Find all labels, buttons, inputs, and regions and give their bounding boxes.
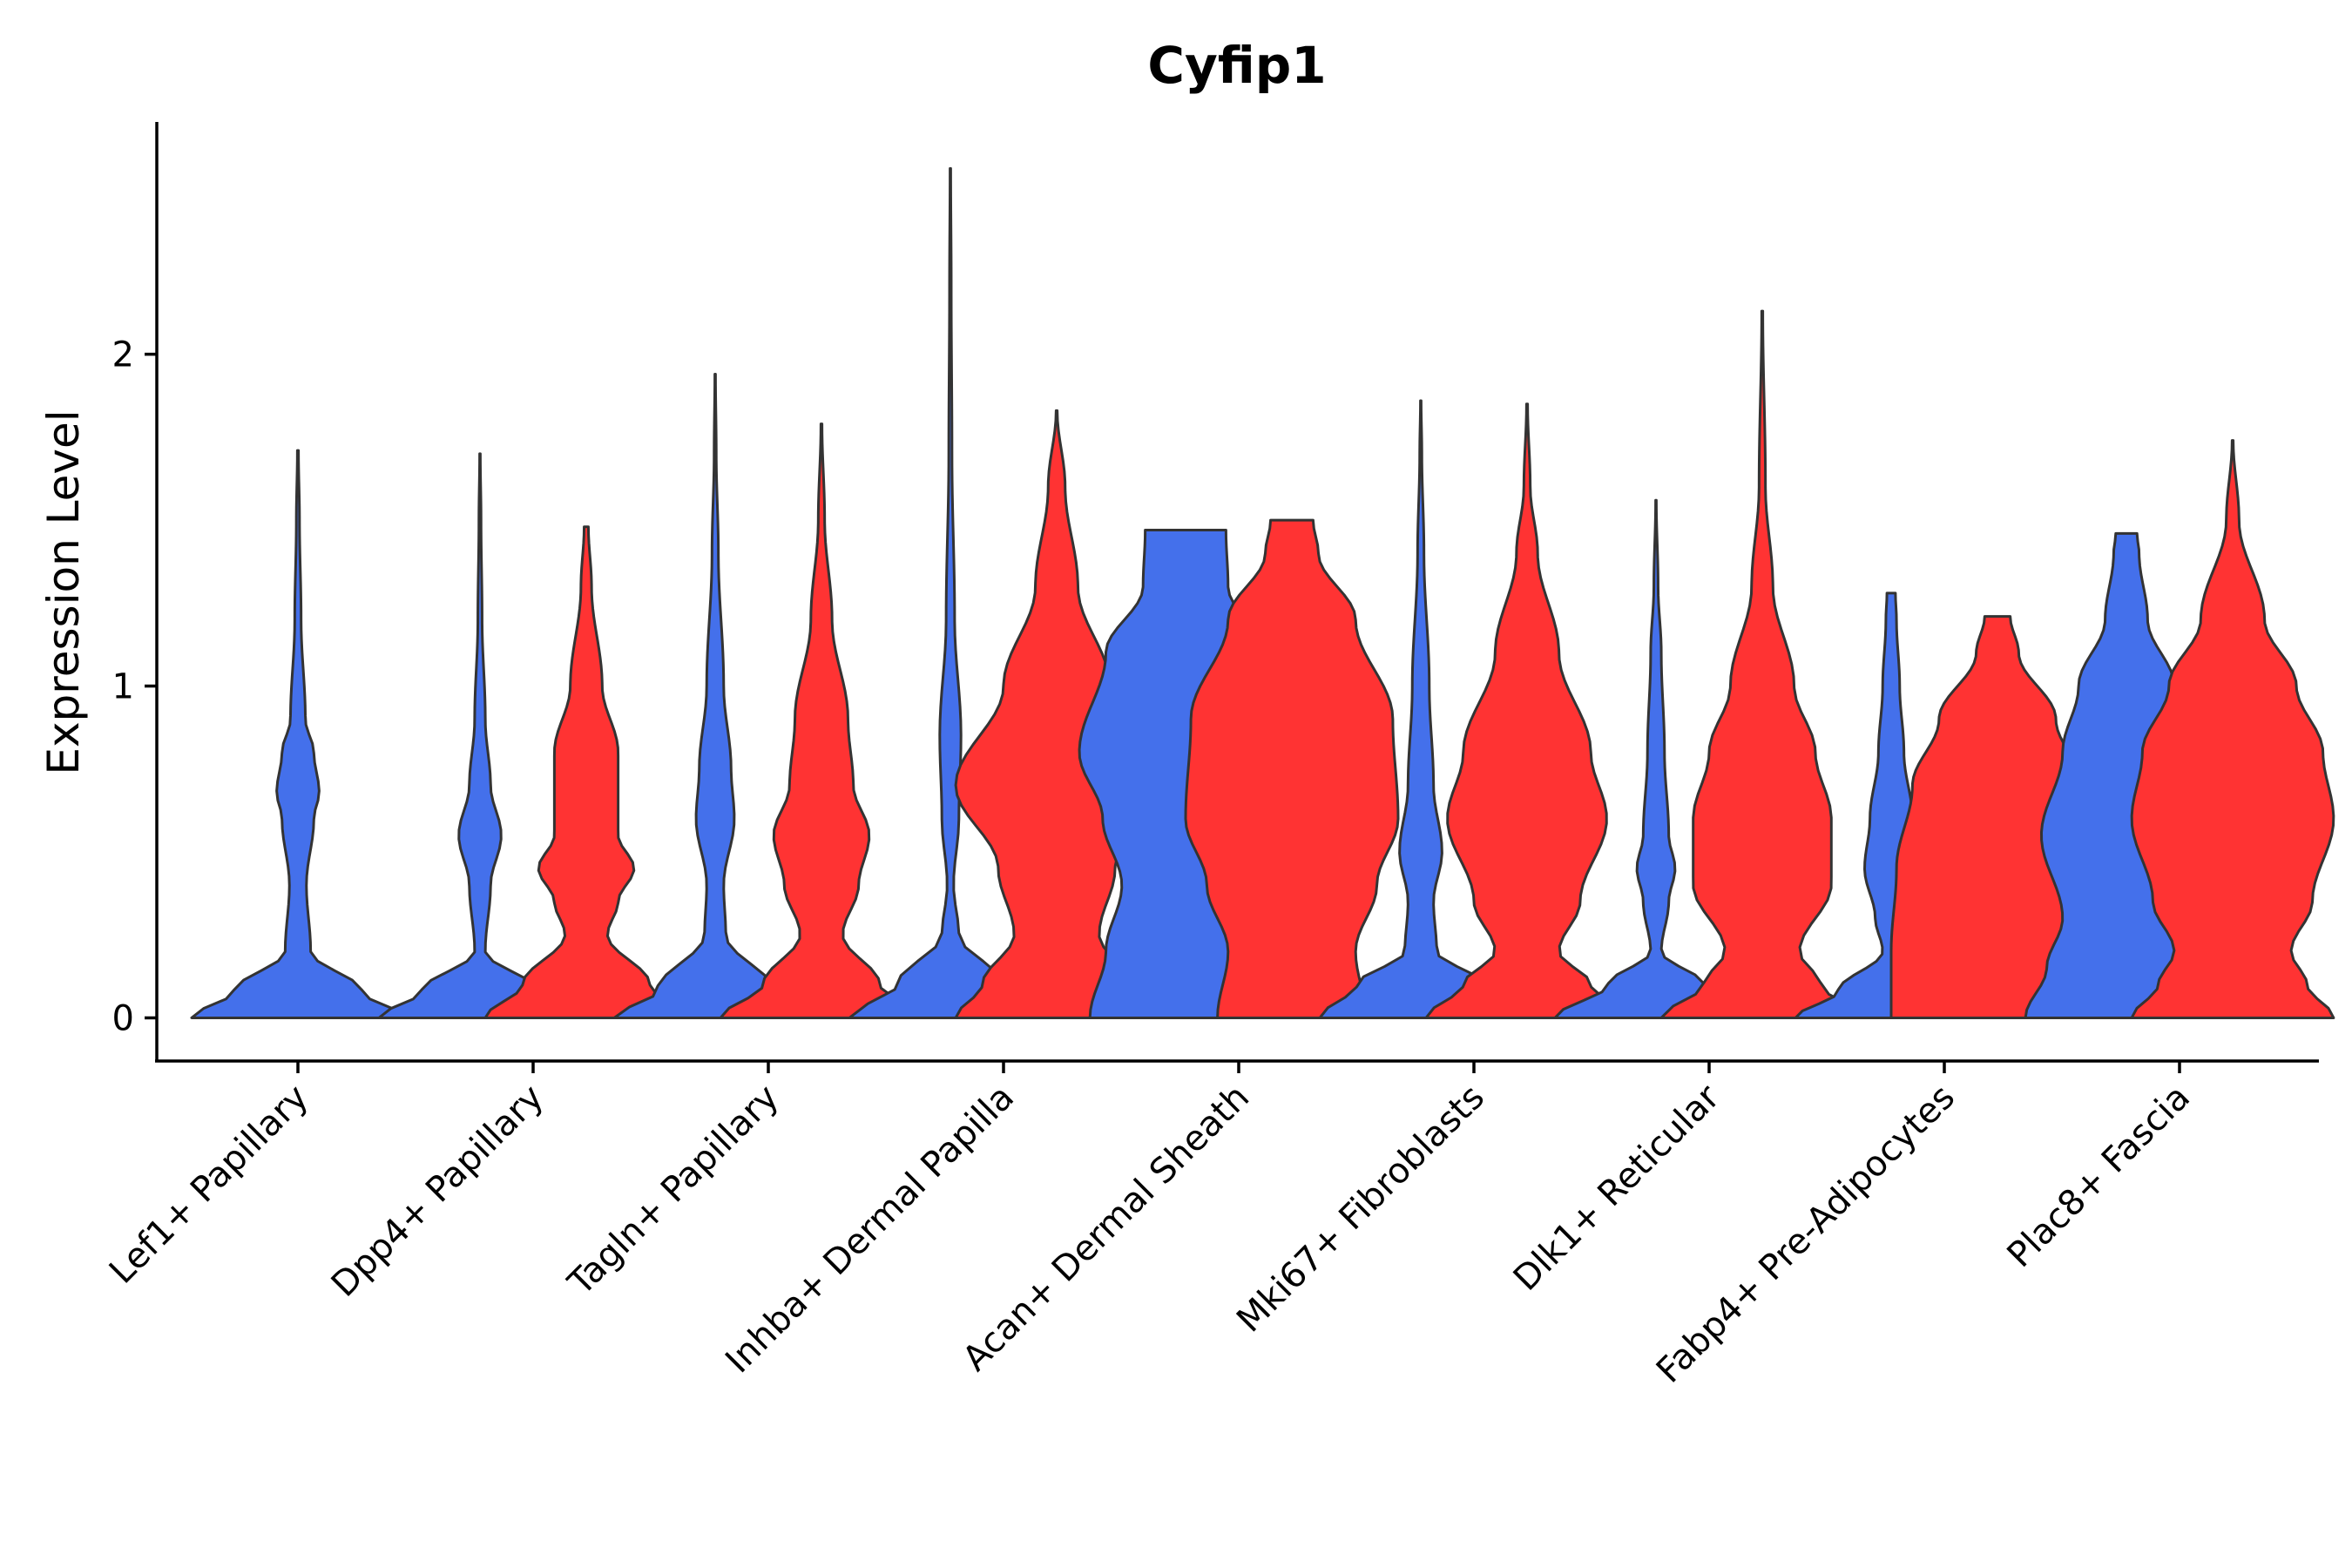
x-tick-label: Mki67+ Fibroblasts	[1229, 1078, 1492, 1341]
violin-group_b	[1424, 402, 1630, 1019]
x-tick-label: Dlk1+ Reticular	[1506, 1077, 1728, 1299]
violin-group_a	[1318, 399, 1524, 1019]
x-tick-label: Lef1+ Papillary	[102, 1078, 316, 1292]
violin-group_a	[612, 373, 818, 1019]
violin-group_a	[377, 452, 583, 1019]
violin-group_a	[1553, 498, 1759, 1019]
violin-group_a	[190, 449, 406, 1019]
x-axis-ticks: Lef1+ Papillary Dpp4+ Papillary Tagln+ Pap…	[102, 1061, 2198, 1391]
violin-group_b	[1659, 309, 1865, 1019]
y-axis-ticks: 0 1 2	[112, 335, 157, 1038]
x-tick-label: Tagln+ Papillary	[560, 1078, 787, 1304]
violin-group_a	[848, 166, 1053, 1019]
violin-group_b	[719, 422, 924, 1019]
y-tick-label: 1	[112, 667, 134, 707]
y-axis-label: Expression Level	[38, 409, 89, 774]
violin-group_b	[1184, 518, 1400, 1019]
violin-group_b	[2130, 439, 2335, 1019]
chart-title: Cyfip1	[1147, 36, 1326, 95]
y-tick-label: 0	[112, 998, 134, 1038]
y-tick-label: 2	[112, 335, 134, 375]
violin-group	[190, 166, 2335, 1019]
x-tick-label: Dpp4+ Papillary	[324, 1078, 551, 1305]
x-tick-label: Plac8+ Fascia	[2000, 1078, 2199, 1276]
violin-group_b	[483, 525, 689, 1019]
